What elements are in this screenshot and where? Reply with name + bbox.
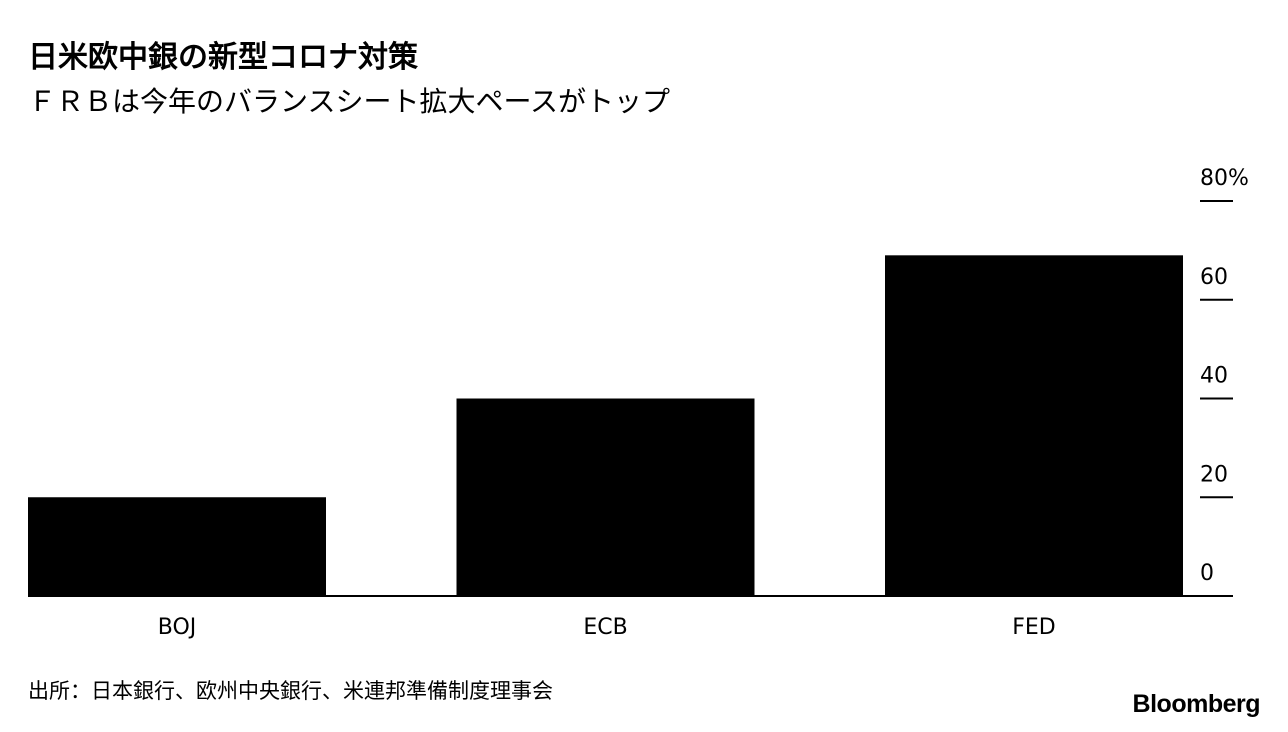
bar-fed (885, 255, 1183, 596)
y-tick-label-80: 80% (1200, 166, 1249, 191)
x-tick-label-ecb: ECB (583, 615, 627, 640)
x-tick-label-boj: BOJ (158, 615, 197, 640)
y-tick-label-60: 60 (1200, 265, 1228, 290)
bloomberg-logo: Bloomberg (1132, 690, 1261, 718)
bar-boj (28, 497, 326, 596)
chart-subtitle: ＦＲＢは今年のバランスシート拡大ペースがトップ (28, 85, 671, 118)
chart-title: 日米欧中銀の新型コロナ対策 (28, 40, 418, 75)
y-tick-label-20: 20 (1200, 462, 1228, 487)
x-tick-label-fed: FED (1012, 615, 1056, 640)
y-tick-label-0: 0 (1200, 561, 1214, 586)
bar-ecb (456, 398, 755, 596)
source-note: 出所：日本銀行、欧州中央銀行、米連邦準備制度理事会 (28, 679, 553, 703)
y-tick-label-40: 40 (1200, 364, 1228, 389)
